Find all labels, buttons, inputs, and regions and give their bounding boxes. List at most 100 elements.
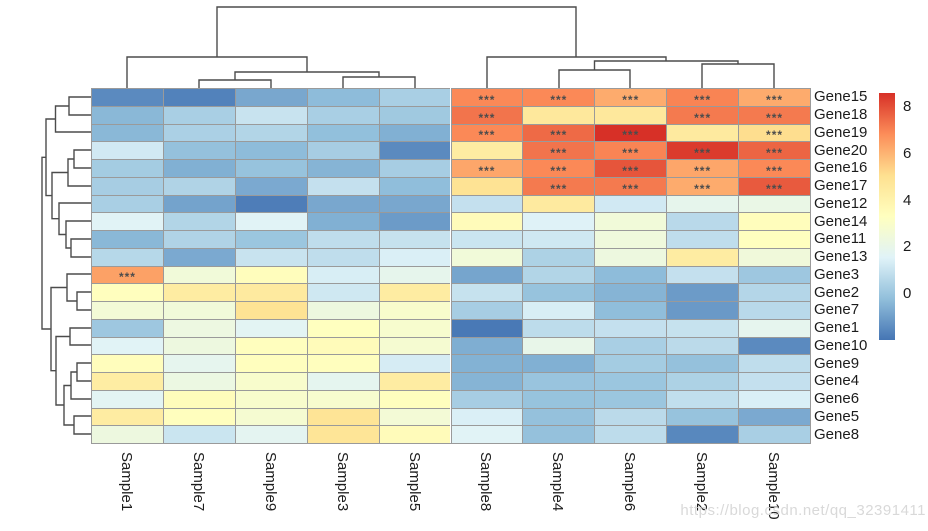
heatmap-cell[interactable]: [666, 283, 739, 301]
heatmap-cell[interactable]: ***: [738, 105, 810, 124]
heatmap-cell[interactable]: [91, 283, 163, 301]
heatmap-cell[interactable]: [162, 247, 235, 266]
heatmap-cell[interactable]: ***: [594, 123, 667, 141]
heatmap-cell[interactable]: [91, 389, 163, 408]
heatmap-cell[interactable]: [162, 389, 235, 408]
heatmap-cell[interactable]: [378, 230, 451, 248]
heatmap-cell[interactable]: [162, 425, 235, 443]
heatmap-cell[interactable]: [450, 194, 523, 213]
heatmap-cell[interactable]: ***: [450, 123, 523, 141]
heatmap-cell[interactable]: [91, 247, 163, 266]
heatmap-cell[interactable]: [738, 354, 810, 372]
heatmap-cell[interactable]: [378, 354, 451, 372]
heatmap-cell[interactable]: [162, 372, 235, 390]
heatmap-cell[interactable]: [306, 176, 379, 195]
heatmap-cell[interactable]: ***: [738, 88, 810, 106]
heatmap-cell[interactable]: [522, 283, 595, 301]
heatmap-cell[interactable]: [594, 301, 667, 319]
heatmap-cell[interactable]: [594, 354, 667, 372]
heatmap-cell[interactable]: ***: [522, 176, 595, 195]
heatmap-cell[interactable]: [594, 389, 667, 408]
heatmap-cell[interactable]: [522, 407, 595, 426]
heatmap-cell[interactable]: [91, 88, 163, 106]
heatmap-cell[interactable]: [522, 230, 595, 248]
heatmap-cell[interactable]: ***: [738, 141, 810, 159]
heatmap-cell[interactable]: [162, 354, 235, 372]
heatmap-cell[interactable]: ***: [91, 265, 163, 283]
heatmap-cell[interactable]: [738, 318, 810, 337]
heatmap-cell[interactable]: ***: [522, 159, 595, 177]
heatmap-cell[interactable]: [234, 176, 307, 195]
heatmap-cell[interactable]: [450, 141, 523, 159]
heatmap-cell[interactable]: [666, 407, 739, 426]
heatmap-cell[interactable]: [594, 372, 667, 390]
heatmap-cell[interactable]: [162, 265, 235, 284]
heatmap-cell[interactable]: [738, 212, 810, 230]
heatmap-cell[interactable]: [666, 336, 739, 355]
heatmap-cell[interactable]: [234, 425, 307, 443]
heatmap-cell[interactable]: ***: [666, 176, 739, 195]
heatmap-cell[interactable]: [162, 407, 235, 426]
heatmap-cell[interactable]: [306, 354, 379, 372]
heatmap-cell[interactable]: [522, 336, 595, 355]
heatmap-cell[interactable]: ***: [450, 159, 523, 177]
heatmap-cell[interactable]: ***: [738, 176, 810, 195]
heatmap-cell[interactable]: [450, 336, 523, 355]
heatmap-cell[interactable]: ***: [522, 141, 595, 159]
heatmap-cell[interactable]: [594, 336, 667, 355]
heatmap-cell[interactable]: [666, 301, 739, 319]
heatmap-cell[interactable]: [378, 389, 451, 408]
heatmap-cell[interactable]: [306, 389, 379, 408]
heatmap-cell[interactable]: [378, 88, 451, 106]
heatmap-cell[interactable]: [306, 159, 379, 177]
heatmap-cell[interactable]: [306, 247, 379, 266]
heatmap-cell[interactable]: [594, 105, 667, 124]
heatmap-cell[interactable]: [738, 336, 810, 355]
heatmap-cell[interactable]: [738, 407, 810, 426]
heatmap-cell[interactable]: [666, 425, 739, 443]
heatmap-cell[interactable]: [234, 389, 307, 408]
heatmap-cell[interactable]: [594, 407, 667, 426]
heatmap-cell[interactable]: ***: [666, 105, 739, 124]
heatmap-cell[interactable]: [234, 318, 307, 337]
heatmap-cell[interactable]: [91, 105, 163, 124]
heatmap-cell[interactable]: [666, 230, 739, 248]
heatmap-cell[interactable]: [378, 283, 451, 301]
heatmap-cell[interactable]: [378, 425, 451, 443]
heatmap-cell[interactable]: [91, 372, 163, 390]
heatmap-cell[interactable]: [738, 372, 810, 390]
heatmap-cell[interactable]: ***: [738, 159, 810, 177]
heatmap-cell[interactable]: [666, 265, 739, 284]
heatmap-cell[interactable]: [666, 194, 739, 213]
heatmap-cell[interactable]: ***: [594, 176, 667, 195]
heatmap-cell[interactable]: [450, 283, 523, 301]
heatmap-cell[interactable]: [522, 105, 595, 124]
heatmap-cell[interactable]: [666, 123, 739, 142]
heatmap-cell[interactable]: [306, 301, 379, 319]
heatmap-cell[interactable]: [91, 425, 163, 443]
heatmap-cell[interactable]: [378, 176, 451, 195]
heatmap-cell[interactable]: [522, 265, 595, 284]
heatmap-cell[interactable]: [91, 318, 163, 337]
heatmap-cell[interactable]: [162, 123, 235, 142]
heatmap-cell[interactable]: [306, 212, 379, 230]
heatmap-cell[interactable]: [522, 389, 595, 408]
heatmap-cell[interactable]: [738, 265, 810, 284]
heatmap-cell[interactable]: [378, 407, 451, 426]
heatmap-cell[interactable]: [594, 194, 667, 213]
heatmap-cell[interactable]: [450, 212, 523, 230]
heatmap-cell[interactable]: [91, 141, 163, 159]
heatmap-cell[interactable]: ***: [594, 159, 667, 177]
heatmap-cell[interactable]: [162, 105, 235, 124]
heatmap-cell[interactable]: [91, 194, 163, 213]
heatmap-cell[interactable]: [306, 194, 379, 213]
heatmap-cell[interactable]: [162, 159, 235, 177]
heatmap-cell[interactable]: [306, 336, 379, 355]
heatmap-cell[interactable]: [234, 301, 307, 319]
heatmap-cell[interactable]: ***: [738, 123, 810, 141]
heatmap-cell[interactable]: [306, 425, 379, 443]
heatmap-cell[interactable]: [306, 318, 379, 337]
heatmap-cell[interactable]: [522, 425, 595, 443]
heatmap-cell[interactable]: [378, 105, 451, 124]
heatmap-cell[interactable]: ***: [666, 141, 739, 159]
